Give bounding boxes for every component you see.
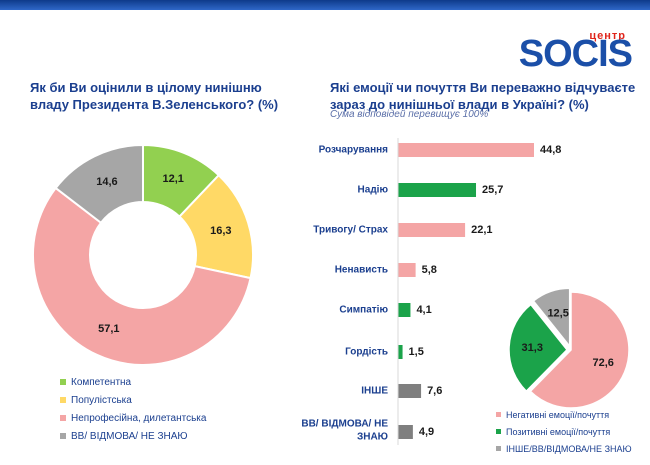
- pie-label-0: 72,6: [592, 357, 613, 369]
- bar-category-1: Надію: [358, 185, 389, 196]
- top-banner: [0, 0, 650, 10]
- pie-legend-swatch-2: [496, 446, 501, 451]
- bar-category-0: Розчарування: [319, 145, 389, 156]
- legend-label-1: Популістська: [71, 394, 132, 406]
- logo-name: SOCIS: [518, 33, 633, 75]
- bar-category-7-line2: ЗНАЮ: [357, 432, 388, 443]
- bar-6: [398, 384, 422, 398]
- pie-label-2: 12,5: [547, 307, 568, 319]
- legend-swatch-0: [60, 379, 66, 385]
- bar-1: [398, 183, 477, 197]
- bar-3: [398, 263, 416, 277]
- legend-item-0: Компетентна: [60, 373, 206, 391]
- pie-legend: Негативні емоції/почуття Позитивні емоції…: [496, 406, 632, 457]
- bar-value-2: 22,1: [471, 224, 492, 236]
- pie-slice-2: [532, 287, 571, 349]
- donut-slice-2: [32, 186, 252, 366]
- bar-value-7: 4,9: [419, 426, 434, 438]
- donut-label-3: 14,6: [96, 176, 117, 188]
- bar-category-7-line1: ВВ/ ВІДМОВА/ НЕ: [301, 419, 388, 430]
- bar-category-4: Симпатію: [339, 305, 388, 316]
- bar-value-5: 1,5: [409, 346, 424, 358]
- donut-label-0: 12,1: [163, 173, 184, 185]
- legend-swatch-3: [60, 433, 66, 439]
- bar-value-6: 7,6: [427, 385, 442, 397]
- pie-legend-label-2: ІНШЕ/ВВ/ВІДМОВА/НЕ ЗНАЮ: [506, 443, 632, 454]
- left-question: Як би Ви оцінили в цілому нинішню владу …: [30, 80, 279, 112]
- bar-category-5: Гордість: [345, 347, 388, 358]
- legend-label-3: ВВ/ ВІДМОВА/ НЕ ЗНАЮ: [71, 430, 188, 442]
- pie-legend-item-0: Негативні емоції/почуття: [496, 406, 632, 423]
- logo-sub: центр: [589, 30, 626, 42]
- legend-item-3: ВВ/ ВІДМОВА/ НЕ ЗНАЮ: [60, 427, 206, 445]
- bar-value-0: 44,8: [540, 144, 561, 156]
- pie-label-1: 31,3: [522, 342, 543, 354]
- donut-legend: Компетентна Популістська Непрофесійна, дил…: [60, 373, 206, 445]
- legend-swatch-1: [60, 397, 66, 403]
- bar-value-4: 4,1: [416, 304, 431, 316]
- bar-value-1: 25,7: [482, 184, 503, 196]
- donut-label-2: 57,1: [98, 323, 119, 335]
- bar-category-3: Ненависть: [335, 265, 388, 276]
- bar-7: [398, 425, 413, 439]
- bar-5: [398, 345, 403, 359]
- bar-category-2: Тривогу/ Страх: [313, 225, 388, 236]
- bar-value-3: 5,8: [422, 264, 437, 276]
- pie-slice-0: [529, 291, 630, 409]
- legend-label-2: Непрофесійна, дилетантська: [71, 412, 207, 424]
- pie-legend-label-1: Позитивні емоції/почуття: [506, 426, 611, 437]
- bar-2: [398, 223, 466, 237]
- legend-item-1: Популістська: [60, 391, 206, 409]
- legend-item-2: Непрофесійна, дилетантська: [60, 409, 206, 427]
- pie-slice-1: [508, 303, 569, 393]
- bar-0: [398, 143, 534, 157]
- right-note: Сума відповідей перевищує 100%: [330, 109, 489, 120]
- legend-label-0: Компетентна: [71, 376, 132, 388]
- pie-legend-swatch-1: [496, 429, 501, 434]
- pie-legend-item-2: ІНШЕ/ВВ/ВІДМОВА/НЕ ЗНАЮ: [496, 440, 632, 457]
- bar-4: [398, 303, 411, 317]
- legend-swatch-2: [60, 415, 66, 421]
- pie-legend-item-1: Позитивні емоції/почуття: [496, 423, 632, 440]
- bar-category-6: ІНШЕ: [361, 386, 388, 397]
- right-question: Які емоції чи почуття Ви переважно відчу…: [330, 80, 636, 112]
- donut-slice-3: [54, 143, 144, 225]
- donut-label-1: 16,3: [210, 225, 231, 237]
- pie-legend-swatch-0: [496, 412, 501, 417]
- pie-legend-label-0: Негативні емоції/почуття: [506, 409, 610, 420]
- socis-logo: центр SOCIS: [500, 14, 640, 74]
